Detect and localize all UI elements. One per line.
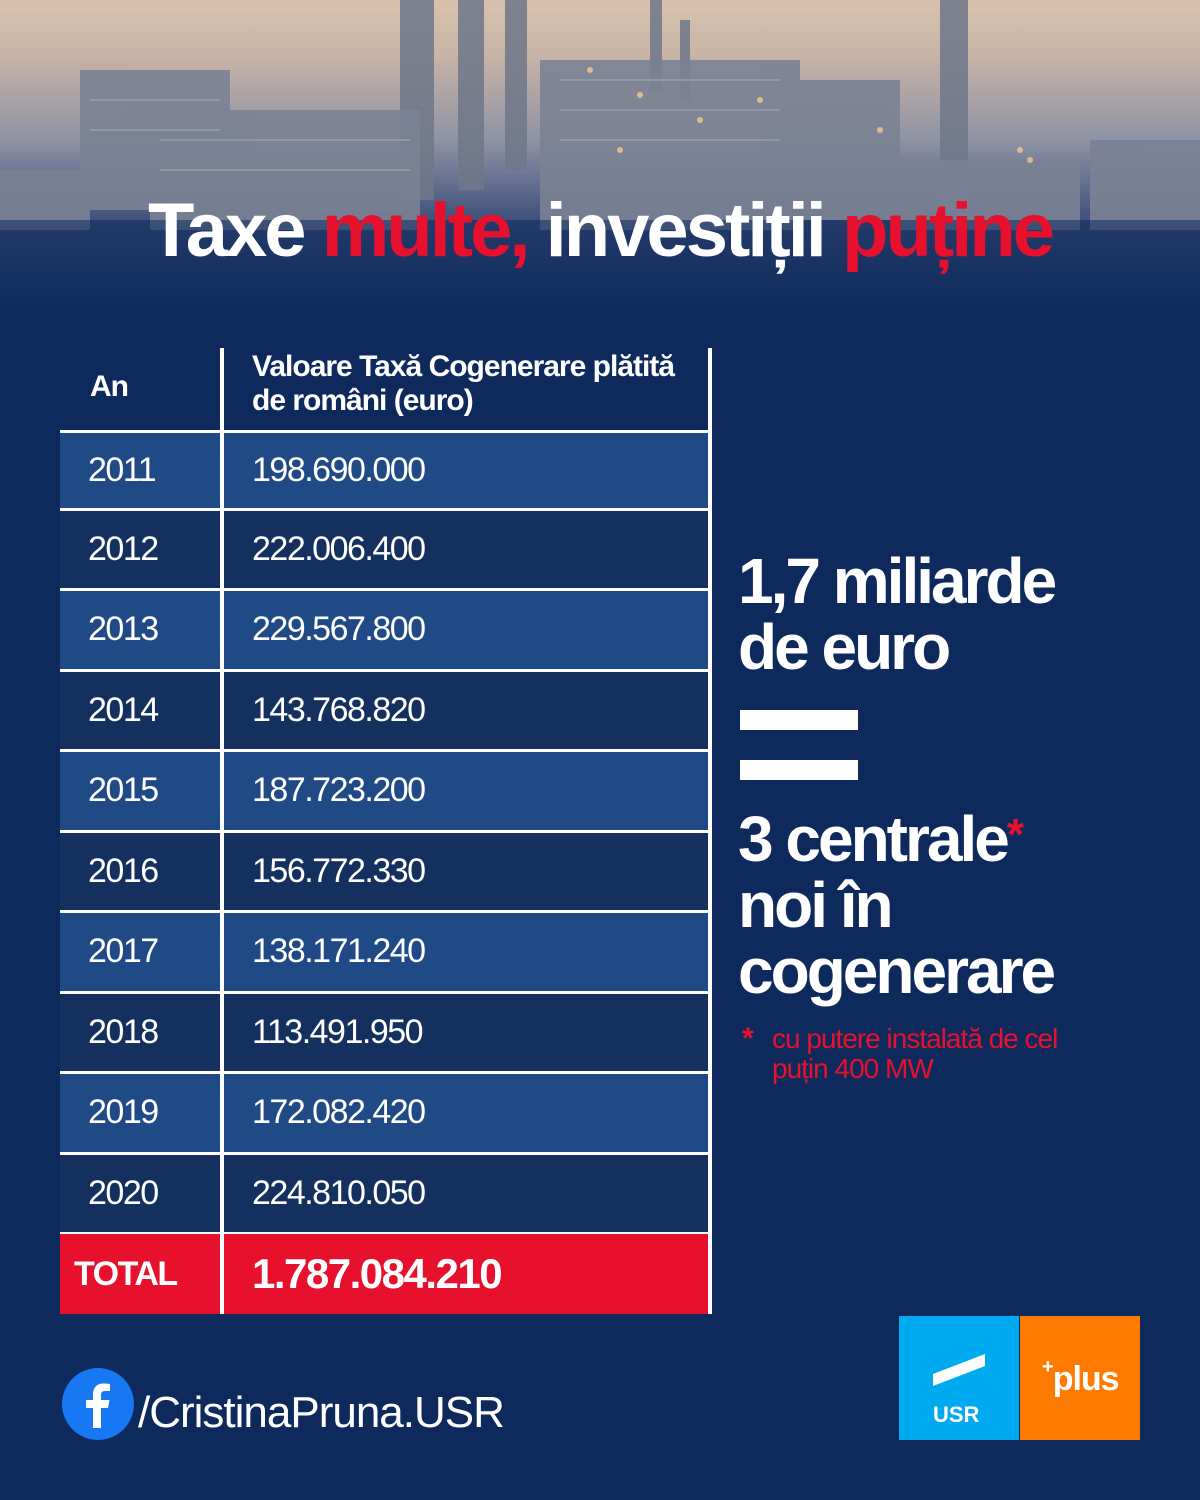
plants-line-1: 3 centrale <box>738 803 1010 875</box>
hero-industrial-image <box>0 0 1200 310</box>
column-header-value: Valoare Taxă Cogenerare plătită de român… <box>252 350 675 417</box>
table-row: 2018 113.491.950 <box>60 993 708 1074</box>
total-label: TOTAL <box>74 1254 178 1293</box>
footnote-text: cu putere instalată de cel puțin 400 MW <box>772 1023 1058 1084</box>
table-row: 2014 143.768.820 <box>60 671 708 752</box>
usr-logo-mark <box>933 1354 985 1386</box>
year-cell: 2015 <box>88 771 159 810</box>
value-cell: 143.768.820 <box>252 690 426 729</box>
year-cell: 2014 <box>88 690 159 729</box>
total-value: 1.787.084.210 <box>252 1250 503 1297</box>
usr-logo: USR <box>899 1316 1019 1440</box>
year-cell: 2011 <box>88 450 157 489</box>
footnote-asterisk: * <box>742 1022 754 1055</box>
column-header-year: An <box>90 370 129 403</box>
value-cell: 187.723.200 <box>252 771 426 810</box>
cogeneration-tax-table: An Valoare Taxă Cogenerare plătită de ro… <box>60 348 712 1316</box>
table-row: 2011 198.690.000 <box>60 430 708 511</box>
equals-bar-bottom <box>740 760 858 780</box>
total-row: TOTAL 1.787.084.210 <box>60 1234 708 1314</box>
amount-line-2: de euro <box>738 611 951 683</box>
table-row: 2017 138.171.240 <box>60 913 708 994</box>
plus-logo-text: +plus <box>1042 1356 1120 1399</box>
table-body: 2011 198.690.000 2012 222.006.400 2013 2… <box>60 430 712 1235</box>
year-cell: 2016 <box>88 851 159 890</box>
year-cell: 2018 <box>88 1012 159 1051</box>
footnote: * cu putere instalată de cel puțin 400 M… <box>742 1024 1102 1084</box>
value-cell: 198.690.000 <box>252 450 426 489</box>
headline: Taxe multe, investiții puține <box>0 188 1200 274</box>
year-cell: 2017 <box>88 932 159 971</box>
plants-line-3: cogenerare <box>738 935 1056 1007</box>
headline-part-multe: multe, <box>321 188 531 273</box>
table-row: 2020 224.810.050 <box>60 1154 708 1235</box>
value-cell: 113.491.950 <box>252 1012 424 1051</box>
year-cell: 2013 <box>88 610 159 649</box>
facebook-handle-link[interactable]: /CristinaPruna.USR <box>138 1388 505 1437</box>
year-cell: 2020 <box>88 1173 159 1212</box>
table-row: 2012 222.006.400 <box>60 510 708 591</box>
table-row: 2013 229.567.800 <box>60 591 708 672</box>
value-cell: 138.171.240 <box>252 932 426 971</box>
plus-logo: +plus <box>1020 1316 1140 1440</box>
equals-bar-top <box>740 710 858 730</box>
table-row: 2015 187.723.200 <box>60 752 708 833</box>
plants-statement: 3 centrale* noi în cogenerare <box>738 806 1178 1004</box>
headline-part-investitii: investiții <box>527 188 843 273</box>
column-divider <box>220 348 224 1314</box>
value-cell: 222.006.400 <box>252 529 426 568</box>
amount-line-1: 1,7 miliarde <box>738 545 1057 617</box>
plus-logo-word: plus <box>1052 1360 1120 1398</box>
headline-part-taxe: Taxe <box>147 188 322 273</box>
year-cell: 2012 <box>88 529 159 568</box>
facebook-icon[interactable] <box>62 1368 134 1440</box>
plus-logo-sup: + <box>1042 1356 1054 1378</box>
value-cell: 156.772.330 <box>252 851 426 890</box>
amount-statement: 1,7 miliarde de euro <box>738 548 1178 680</box>
value-cell: 224.810.050 <box>252 1173 426 1212</box>
value-cell: 229.567.800 <box>252 610 426 649</box>
headline-part-putine: puține <box>842 188 1055 273</box>
usr-logo-text: USR <box>933 1402 980 1427</box>
table-row: 2016 156.772.330 <box>60 832 708 913</box>
table-row: 2019 172.082.420 <box>60 1074 708 1155</box>
asterisk-mark: * <box>1006 810 1024 859</box>
table-right-border <box>708 348 712 1314</box>
value-cell: 172.082.420 <box>252 1093 426 1132</box>
plants-line-2: noi în <box>738 869 894 941</box>
year-cell: 2019 <box>88 1093 159 1132</box>
